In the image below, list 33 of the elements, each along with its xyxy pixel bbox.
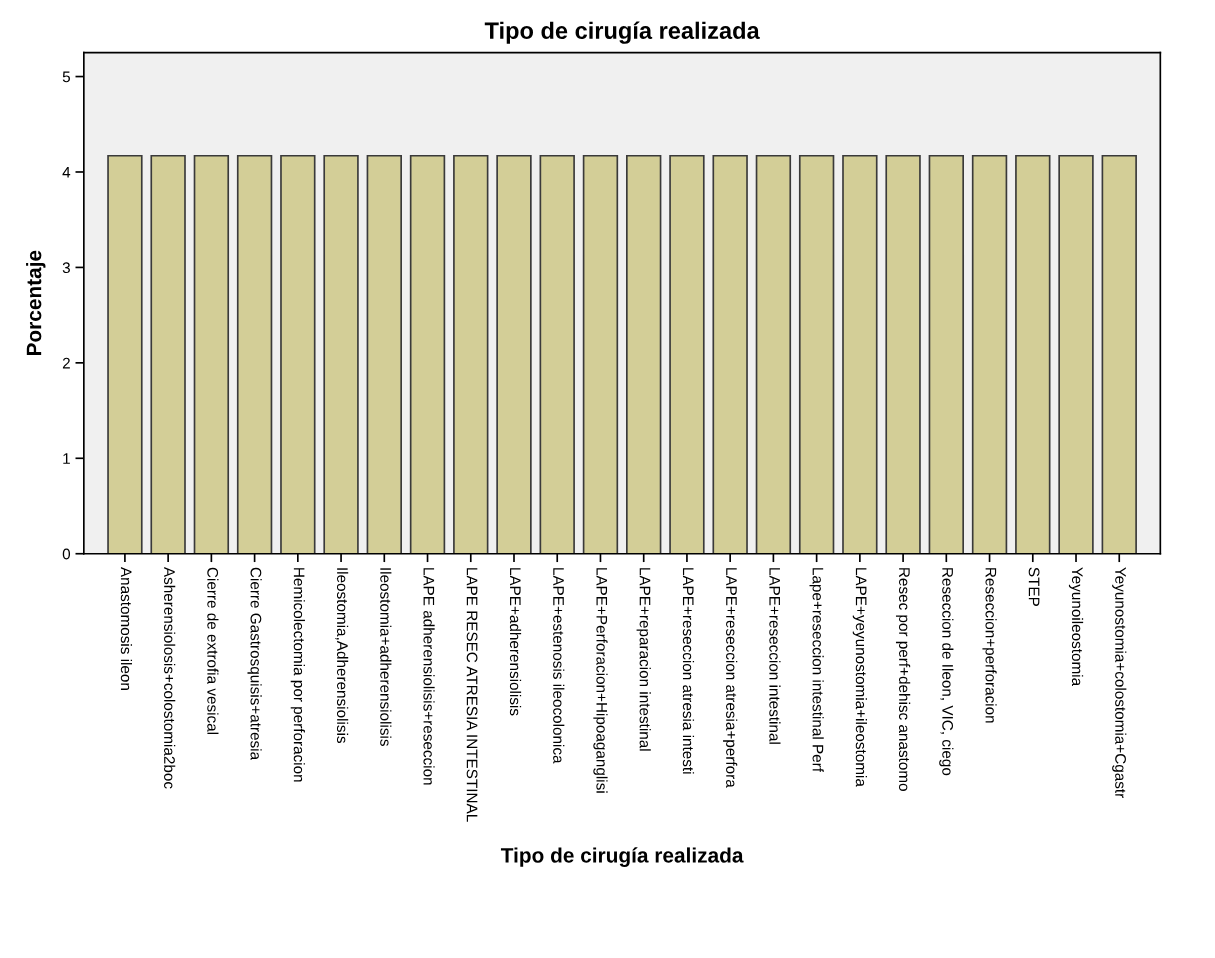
x-tick-label: Cierre de extrofia vesical (207, 567, 219, 735)
y-tick-label: 5 (62, 71, 70, 83)
y-tick-label: 3 (62, 262, 70, 274)
x-tick-label: Hemicolectomia por perforacion (290, 568, 305, 782)
x-axis-title: Tipo de cirugía realizada (500, 847, 744, 867)
x-tick-label: LAPE+Perforacion+Hipoaganglisi (593, 568, 608, 793)
x-tick-label: Anastomosis ileon (120, 566, 133, 690)
y-tick-label: 2 (62, 357, 70, 369)
x-tick-label: LAPE+reseccion atresia intesti (682, 568, 695, 774)
x-tick-label: LAPE+reseccion intestinal (769, 568, 781, 744)
x-tick-label: STEP (1028, 567, 1040, 607)
y-axis-title: Porcentaje (26, 250, 46, 356)
chart-title: Tipo de cirugía realizada (484, 21, 760, 44)
x-tick-label: Lape+reseccion intestinal Perf (809, 568, 824, 773)
x-tick-label: Yeyunostomia+colostomia+Cgastr (1112, 567, 1127, 798)
x-tick-label: LAPE+estenosis ileocolonica (553, 568, 565, 764)
y-tick-label: 4 (62, 167, 71, 178)
x-tick-label: LAPE adherensiolisis+reseccion (423, 568, 435, 785)
x-tick-label: LAPE+reseccion atresia+perfora (723, 568, 738, 788)
x-tick-label: LAPE RESEC ATRESIA INTESTINAL (466, 568, 478, 822)
x-tick-label: Reseccion de Ileon, VIC, ciego (939, 568, 954, 776)
x-tick-label: Ileostomia,Adherensiolisis (335, 568, 349, 743)
x-tick-label: Resec por perf+dehisc anastomo (895, 568, 911, 791)
x-tick-label: Reseccion+perforacion (982, 568, 997, 723)
x-tick-label: LAPE+yeyunostomia+ileostomia (852, 568, 867, 787)
y-tick-label: 1 (63, 453, 70, 464)
x-tick-label: LAPE+reparacion intestinal (636, 568, 651, 751)
x-tick-label: Cierre Gastrosquisis+atresia (247, 567, 262, 761)
x-tick-label: LAPE+adherensiolisis (509, 568, 522, 716)
x-tick-label: Asherensiolosis+colostomia2boc (164, 566, 176, 789)
y-tick-label: 0 (62, 548, 71, 560)
x-tick-label: Yeyunoileostomia (1068, 567, 1084, 687)
x-tick-label: Ileostomia+adherensiolisis (380, 568, 392, 746)
